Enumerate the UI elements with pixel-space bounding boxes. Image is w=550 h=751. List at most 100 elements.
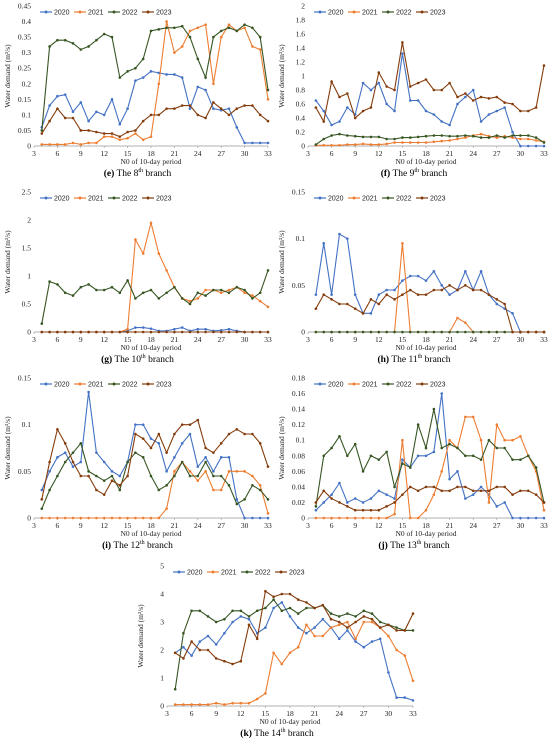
data-point-2021: [235, 470, 239, 473]
caption-e: (e) The 8th branch: [0, 168, 275, 179]
data-point-2020: [40, 488, 44, 492]
data-point-2020: [395, 696, 398, 699]
data-point-2022: [424, 330, 428, 334]
x-tick-label: 24: [469, 149, 477, 158]
data-point-2020: [212, 107, 215, 110]
data-point-2020: [330, 293, 333, 296]
data-point-2023: [251, 104, 254, 107]
data-point-2021: [251, 474, 254, 478]
data-point-2022: [173, 474, 176, 478]
data-point-2022: [440, 330, 444, 334]
data-point-2020: [79, 460, 83, 464]
data-point-2020: [479, 270, 483, 273]
data-point-2023: [471, 99, 475, 102]
series-line-2023: [315, 284, 544, 333]
legend-label-2023: 2023: [156, 10, 172, 17]
data-point-2022: [134, 297, 137, 300]
y-tick-label: 0.4: [22, 17, 32, 26]
data-point-2022: [369, 330, 373, 334]
data-point-2023: [377, 508, 381, 512]
data-point-2020: [314, 99, 318, 102]
y-axis-label: Water demand (m³/s): [3, 416, 12, 480]
data-point-2022: [126, 279, 129, 282]
data-point-2023: [63, 330, 67, 334]
data-point-2022: [487, 136, 491, 139]
data-point-2021: [243, 26, 246, 30]
data-point-2022: [110, 474, 114, 478]
y-tick-label: 0: [301, 328, 305, 337]
data-point-2022: [471, 454, 475, 458]
data-point-2021: [464, 321, 467, 324]
data-point-2023: [255, 637, 259, 641]
data-point-2022: [188, 302, 192, 306]
data-point-2022: [95, 474, 98, 478]
data-point-2023: [487, 489, 491, 493]
data-point-2020: [141, 326, 145, 329]
data-point-2023: [362, 615, 366, 618]
x-tick-label: 24: [469, 335, 477, 344]
y-tick-label: 0: [301, 142, 305, 151]
data-point-2020: [456, 470, 459, 473]
data-point-2021: [395, 648, 398, 652]
data-point-2020: [487, 113, 491, 116]
data-point-2022: [258, 35, 262, 39]
x-tick-label: 15: [399, 149, 407, 158]
legend-label-2020: 2020: [187, 570, 203, 577]
y-tick-label: 0.5: [22, 300, 32, 309]
data-point-2023: [71, 116, 75, 120]
data-point-2023: [258, 442, 262, 445]
data-point-2021: [403, 654, 407, 657]
data-point-2020: [369, 88, 373, 92]
data-point-2023: [188, 104, 192, 107]
data-point-2021: [353, 143, 357, 146]
data-point-2023: [353, 307, 357, 310]
data-point-2022: [126, 460, 129, 464]
data-point-2023: [235, 330, 239, 334]
series-line-2021: [41, 21, 269, 146]
data-point-2022: [456, 330, 459, 334]
x-tick-label: 27: [493, 149, 501, 158]
data-point-2022: [63, 38, 67, 42]
data-point-2020: [432, 113, 436, 116]
legend-marker-2020: [318, 382, 322, 386]
data-point-2023: [487, 293, 491, 296]
data-point-2023: [173, 651, 177, 655]
data-point-2022: [416, 135, 420, 139]
y-tick-label: 0.8: [296, 86, 306, 95]
caption-sup: th: [280, 728, 286, 734]
data-point-2020: [511, 516, 514, 520]
data-point-2020: [432, 270, 436, 273]
data-point-2022: [542, 141, 546, 144]
data-point-2023: [395, 629, 398, 632]
data-point-2021: [149, 221, 153, 225]
data-point-2021: [190, 703, 193, 706]
data-point-2023: [346, 302, 349, 306]
data-point-2022: [464, 454, 467, 458]
data-point-2021: [288, 651, 292, 655]
data-point-2021: [487, 501, 491, 504]
x-tick-label: 18: [422, 335, 430, 344]
data-point-2021: [173, 51, 176, 54]
data-point-2020: [180, 442, 184, 445]
data-point-2020: [227, 107, 231, 110]
data-point-2021: [204, 23, 207, 26]
data-point-2021: [448, 139, 451, 142]
data-point-2023: [534, 493, 538, 496]
data-point-2020: [141, 423, 145, 426]
data-point-2022: [322, 454, 326, 458]
y-axis-label: Water demand (m³/s): [277, 44, 286, 108]
data-point-2020: [464, 497, 467, 500]
data-point-2021: [63, 516, 67, 520]
caption-h: (h) The 11th branch: [278, 354, 550, 365]
y-tick-label: 0.12: [292, 420, 305, 429]
data-point-2022: [353, 330, 357, 334]
data-point-2023: [243, 330, 246, 334]
data-point-2022: [440, 134, 444, 137]
legend-label-2020: 2020: [328, 10, 344, 17]
data-point-2021: [157, 252, 161, 255]
data-point-2021: [534, 139, 538, 142]
data-point-2020: [526, 144, 530, 148]
data-point-2021: [48, 143, 51, 146]
data-point-2020: [63, 451, 67, 454]
data-point-2020: [264, 626, 267, 629]
